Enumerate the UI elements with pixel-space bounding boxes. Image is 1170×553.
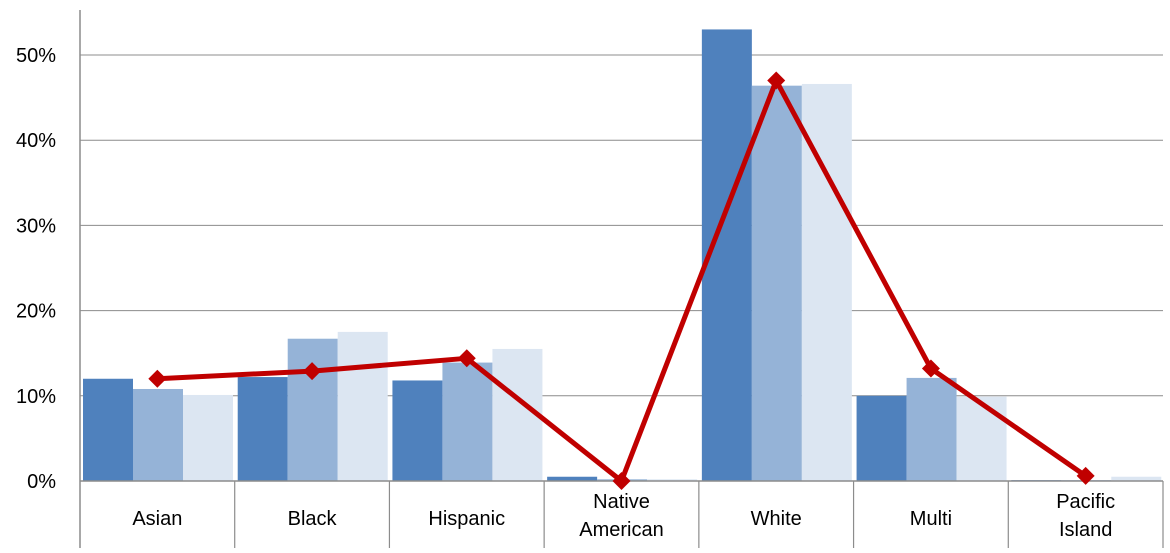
bar — [337, 331, 388, 481]
x-category-label: Asian — [132, 508, 182, 530]
x-category-label-line: Island — [1059, 519, 1112, 541]
bar-series-group — [83, 29, 1162, 481]
bar — [133, 388, 183, 481]
y-tick-label: 30% — [16, 215, 56, 237]
bar — [856, 395, 907, 481]
line-series-group — [148, 71, 1095, 490]
x-category-label: Hispanic — [428, 508, 505, 530]
x-category-label-line: Pacific — [1056, 491, 1115, 513]
bar — [956, 396, 1007, 481]
bar — [392, 380, 443, 481]
gridlines — [80, 54, 1163, 397]
x-category-label: Native American — [579, 491, 663, 541]
y-tick-label: 40% — [16, 130, 56, 152]
bar — [492, 348, 543, 481]
x-category-label-line: American — [579, 519, 663, 541]
bar — [442, 362, 493, 481]
line-point — [1076, 466, 1095, 485]
axis-labels: 0% 10% 20% 30% 40% 50% Asian Black Hispanic Nativ… — [16, 45, 1115, 541]
y-tick-label: 20% — [16, 301, 56, 323]
x-category-label-line: Native — [593, 491, 650, 513]
bar — [647, 479, 698, 481]
line-point — [148, 369, 167, 388]
line-point — [303, 362, 322, 381]
x-category-label: Black — [288, 508, 338, 530]
line-point — [457, 349, 476, 368]
x-category-label: White — [751, 508, 802, 530]
bar — [287, 338, 338, 481]
line-point — [612, 472, 631, 490]
bar — [183, 394, 233, 481]
line-point — [767, 71, 786, 90]
line-point — [921, 359, 940, 378]
bar — [237, 377, 288, 481]
bar — [83, 378, 133, 481]
bar — [906, 377, 957, 481]
x-category-label: Multi — [910, 508, 952, 530]
x-category-label: Pacific Island — [1056, 491, 1115, 541]
bar — [547, 476, 598, 481]
bar — [751, 85, 802, 481]
y-tick-label: 0% — [27, 471, 56, 493]
y-tick-label: 50% — [16, 45, 56, 67]
bar — [801, 83, 852, 481]
y-tick-label: 10% — [16, 386, 56, 408]
bar — [1111, 476, 1162, 481]
